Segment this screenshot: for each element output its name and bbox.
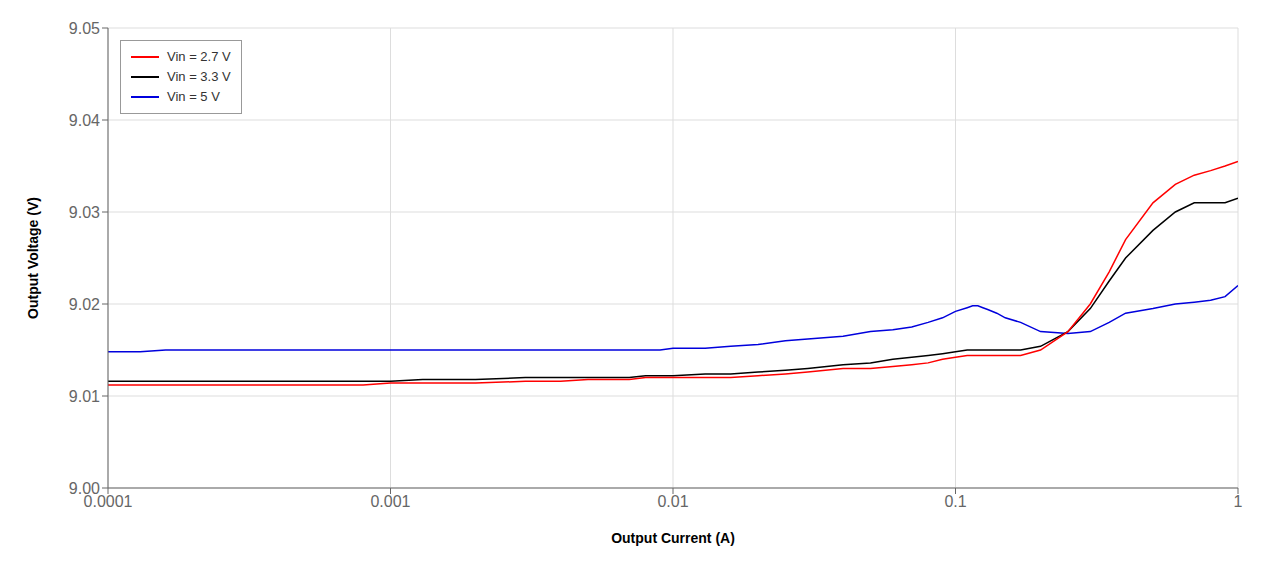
svg-text:9.00: 9.00 (69, 480, 100, 497)
html-text:Vin = 3.3 V: Vin = 3.3 V (167, 69, 231, 84)
html-text:Vin = 5 V: Vin = 5 V (167, 89, 220, 104)
svg-text:0.001: 0.001 (370, 493, 410, 510)
svg-text:9.03: 9.03 (69, 204, 100, 221)
html-text:Vin = 2.7 V: Vin = 2.7 V (167, 49, 231, 64)
svg-text:9.04: 9.04 (69, 112, 100, 129)
svg-text:Output Current (A): Output Current (A) (611, 530, 735, 546)
svg-text:0.1: 0.1 (944, 493, 966, 510)
svg-text:9.01: 9.01 (69, 388, 100, 405)
svg-text:9.05: 9.05 (69, 20, 100, 37)
svg-text:Output Voltage (V): Output Voltage (V) (25, 197, 41, 319)
svg-text:9.02: 9.02 (69, 296, 100, 313)
svg-text:1: 1 (1234, 493, 1243, 510)
svg-text:0.0001: 0.0001 (83, 493, 133, 511)
svg-text:0.01: 0.01 (657, 493, 688, 510)
